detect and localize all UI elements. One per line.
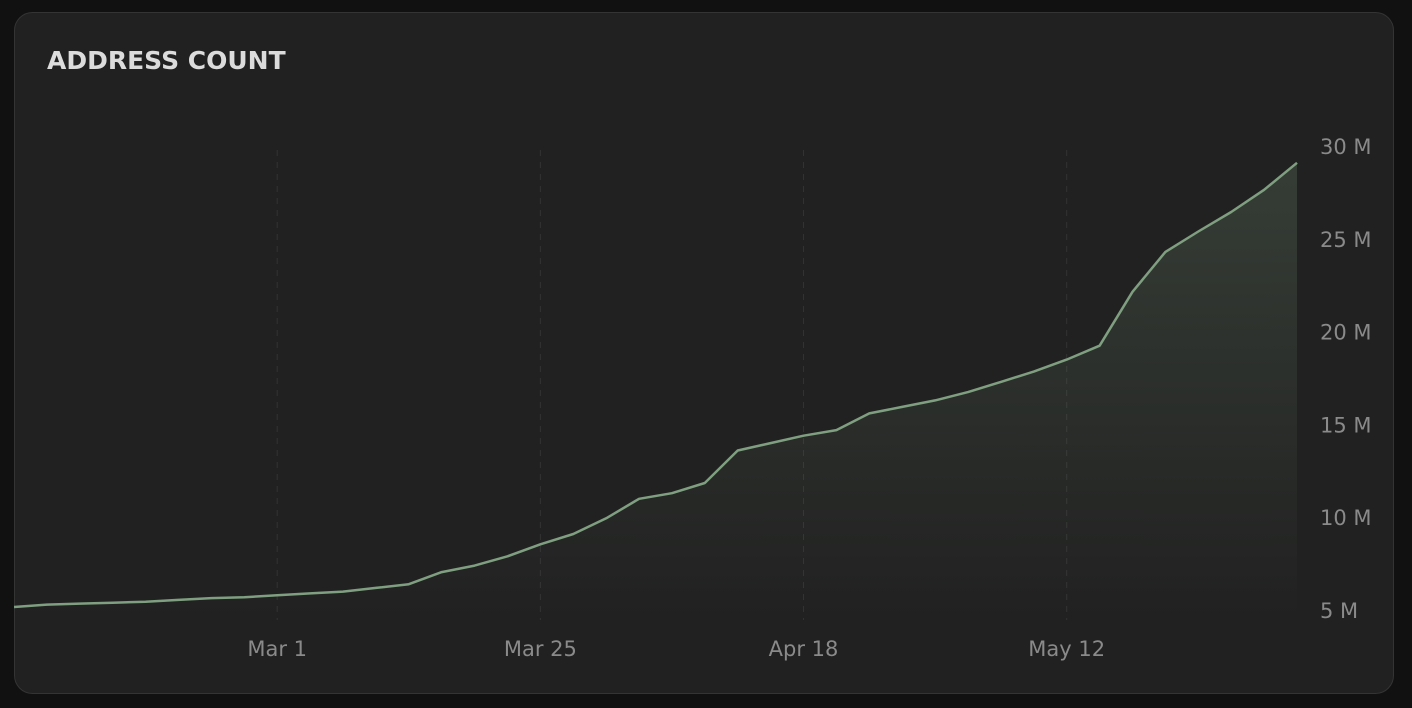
y-tick-label: 30 M bbox=[1320, 135, 1372, 159]
y-tick-label: 25 M bbox=[1320, 228, 1372, 252]
y-tick-label: 10 M bbox=[1320, 506, 1372, 530]
plot bbox=[14, 150, 1298, 620]
area-fill bbox=[14, 162, 1297, 617]
x-tick-label: Apr 18 bbox=[769, 637, 839, 661]
line bbox=[14, 161, 1298, 609]
chart-title: ADDRESS COUNT bbox=[47, 46, 286, 75]
y-tick-label: 5 M bbox=[1320, 599, 1358, 623]
x-tick-label: May 12 bbox=[1028, 637, 1105, 661]
y-tick-label: 15 M bbox=[1320, 413, 1372, 437]
x-tick-label: Mar 25 bbox=[504, 637, 577, 661]
y-tick-label: 20 M bbox=[1320, 321, 1372, 345]
x-tick-label: Mar 1 bbox=[247, 637, 307, 661]
